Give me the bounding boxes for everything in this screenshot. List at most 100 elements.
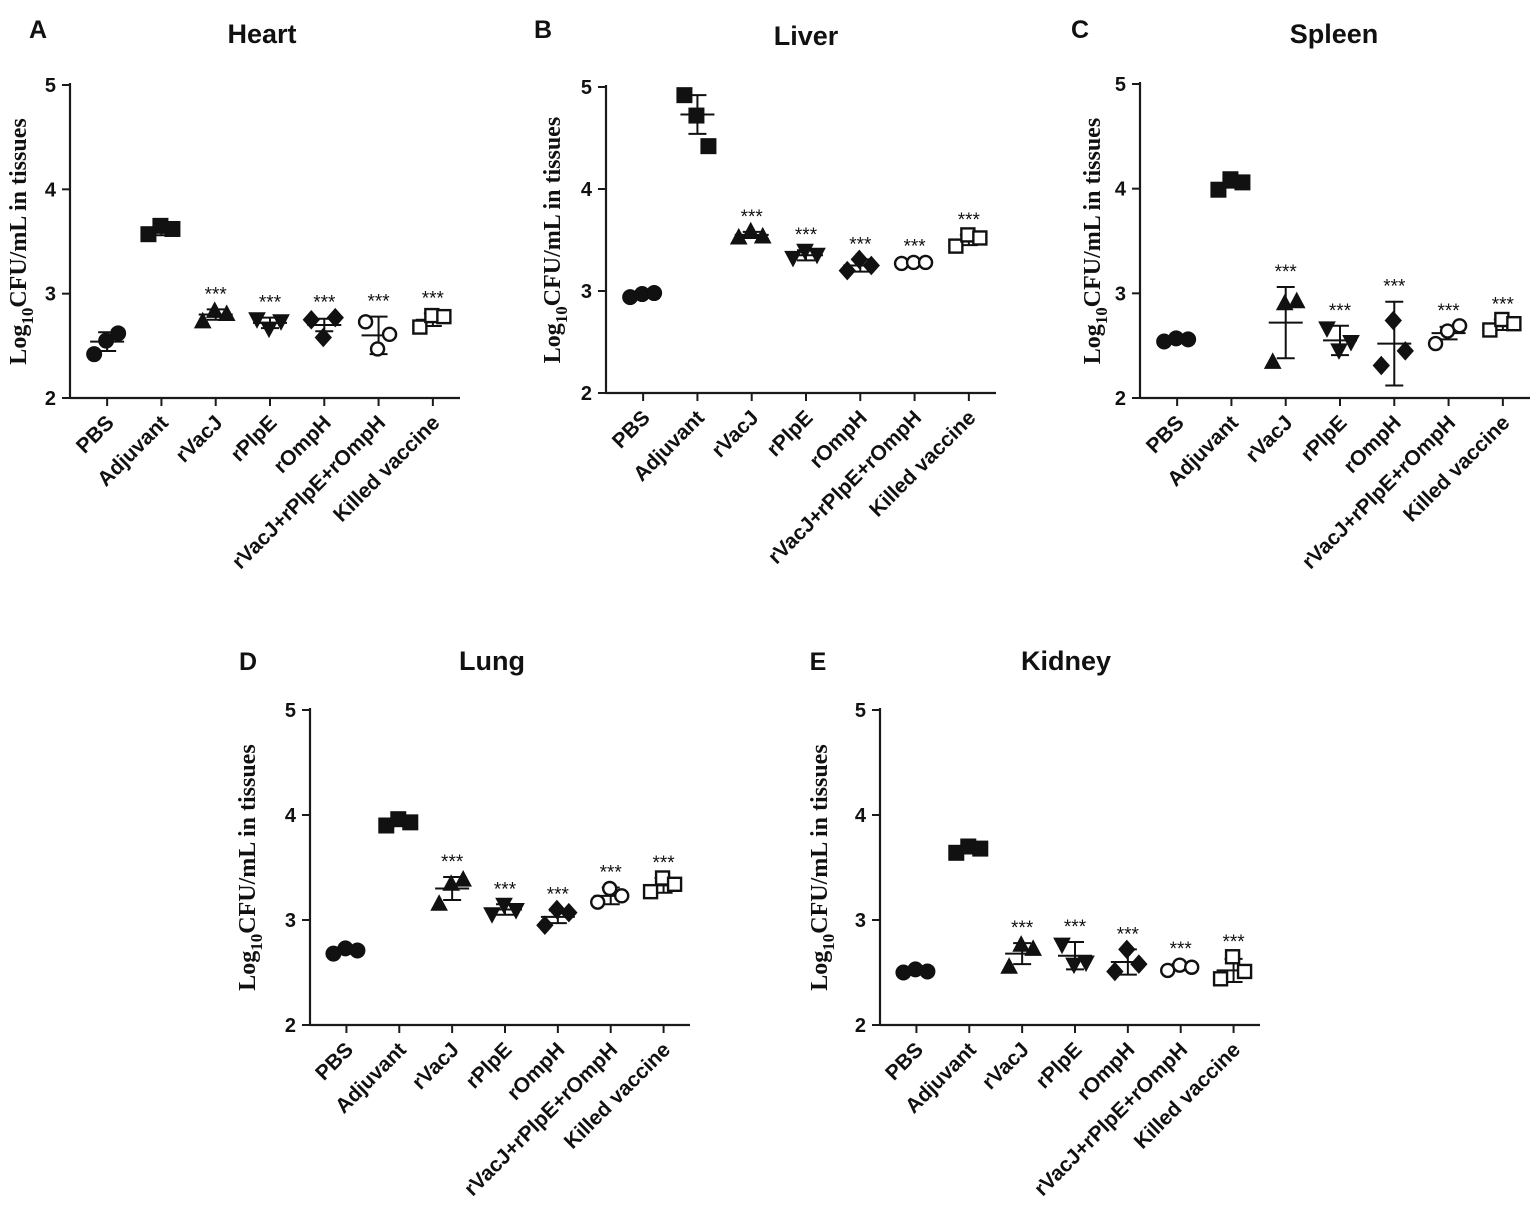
data-point-romph	[1396, 341, 1414, 361]
category-label-pbs: PBS	[72, 411, 119, 458]
data-point-romph	[1130, 954, 1148, 974]
data-point-rplpe	[272, 314, 290, 331]
category-label-pbs: PBS	[881, 1038, 928, 1085]
y-axis-label-subscript: 10	[18, 308, 37, 325]
series-killed-vaccine: ***	[642, 853, 683, 900]
series-rvacj-rplpe-romph: ***	[893, 236, 934, 272]
data-point-rvacj-rplpe-romph	[1184, 959, 1200, 975]
significance-label: ***	[741, 207, 764, 228]
data-point-rvacj-rplpe-romph	[357, 314, 374, 330]
category-label-pbs: PBS	[608, 406, 655, 453]
significance-label: ***	[494, 879, 517, 900]
data-point-romph	[1106, 961, 1124, 982]
data-point-rvacj-rplpe-romph	[917, 254, 934, 271]
series-rplpe: ***	[483, 879, 525, 924]
data-point-romph	[560, 902, 578, 923]
series-rplpe: ***	[248, 293, 290, 339]
panel-letter: D	[239, 648, 257, 676]
y-tick-label: 3	[581, 281, 592, 303]
y-axis-label: Log10CFU/mL in tissues	[235, 744, 266, 990]
y-tick-label: 4	[285, 805, 297, 827]
series-pbs	[86, 325, 127, 363]
significance-label: ***	[1329, 301, 1352, 322]
y-tick-label: 3	[285, 910, 296, 932]
series-rvacj: ***	[1000, 918, 1042, 974]
data-point-rvacj	[741, 221, 760, 239]
data-point-romph	[850, 249, 868, 270]
series-rvacj: ***	[729, 207, 772, 245]
data-point-rvacj	[454, 870, 472, 887]
data-point-adjuvant	[1210, 181, 1227, 198]
data-point-rvacj	[1275, 293, 1294, 311]
y-tick-label: 2	[1115, 388, 1126, 410]
data-point-rvacj-rplpe-romph	[1427, 335, 1444, 352]
data-point-pbs	[349, 942, 366, 959]
chart-title: Lung	[459, 646, 525, 676]
data-point-killed-vaccine	[1212, 971, 1229, 987]
data-point-pbs	[98, 332, 115, 349]
data-point-rplpe	[1053, 937, 1071, 955]
significance-label: ***	[1222, 932, 1245, 953]
data-point-rvacj-rplpe-romph	[602, 880, 618, 897]
data-point-rplpe	[1065, 957, 1083, 975]
data-point-pbs	[86, 346, 103, 363]
y-tick-label: 5	[1115, 74, 1126, 96]
data-point-rplpe	[1318, 321, 1336, 338]
chart-title: Heart	[227, 19, 296, 49]
series-romph: ***	[838, 234, 880, 281]
data-point-killed-vaccine	[1224, 949, 1241, 965]
y-tick-label: 5	[45, 75, 56, 97]
series-pbs	[1156, 330, 1197, 350]
significance-label: ***	[367, 292, 390, 313]
data-point-romph	[862, 255, 880, 276]
category-label-rvacj: rVacJ	[1241, 411, 1297, 467]
data-point-rplpe	[248, 312, 266, 329]
data-point-rvacj	[193, 311, 212, 329]
data-point-adjuvant	[972, 840, 989, 857]
data-point-rplpe	[808, 247, 826, 265]
y-tick-label: 5	[581, 77, 592, 99]
data-point-adjuvant	[140, 226, 157, 243]
y-axis-label-prefix: Log	[1080, 324, 1106, 364]
chart-title: Spleen	[1290, 19, 1379, 49]
data-point-rvacj	[729, 227, 748, 245]
series-adjuvant	[140, 217, 181, 243]
significance-label: ***	[1011, 918, 1034, 939]
data-point-rvacj-rplpe-romph	[369, 341, 386, 357]
significance-label: ***	[795, 225, 818, 246]
series-romph: ***	[302, 293, 344, 348]
y-axis-label-suffix: CFU/mL in tissues	[6, 118, 32, 307]
y-tick-label: 5	[285, 700, 296, 722]
series-romph: ***	[1372, 277, 1414, 387]
significance-label: ***	[958, 210, 981, 231]
significance-label: ***	[441, 852, 464, 873]
data-point-romph	[326, 307, 344, 328]
data-point-rplpe	[784, 250, 802, 268]
panel-letter: C	[1071, 16, 1089, 44]
data-point-adjuvant	[700, 138, 717, 155]
series-adjuvant	[1210, 171, 1251, 198]
series-rvacj-rplpe-romph: ***	[590, 862, 630, 910]
y-axis-label-prefix: Log	[807, 951, 833, 991]
y-axis-label: Log10CFU/mL in tissues	[807, 744, 838, 990]
data-point-romph	[548, 899, 566, 920]
significance-label: ***	[1064, 917, 1087, 938]
significance-label: ***	[205, 284, 228, 305]
data-point-romph	[314, 327, 332, 348]
y-axis-label-suffix: CFU/mL in tissues	[235, 744, 261, 933]
series-pbs	[895, 961, 936, 981]
significance-label: ***	[313, 293, 336, 314]
y-tick-label: 3	[1115, 283, 1126, 305]
series-killed-vaccine: ***	[1212, 932, 1253, 987]
series-killed-vaccine: ***	[412, 288, 452, 335]
series-killed-vaccine: ***	[1482, 295, 1522, 338]
data-point-romph	[1384, 310, 1402, 331]
y-tick-label: 2	[45, 388, 56, 410]
category-label-rvacj: rVacJ	[978, 1038, 1034, 1094]
series-adjuvant	[378, 811, 419, 834]
y-axis-label-subscript: 10	[552, 306, 571, 323]
